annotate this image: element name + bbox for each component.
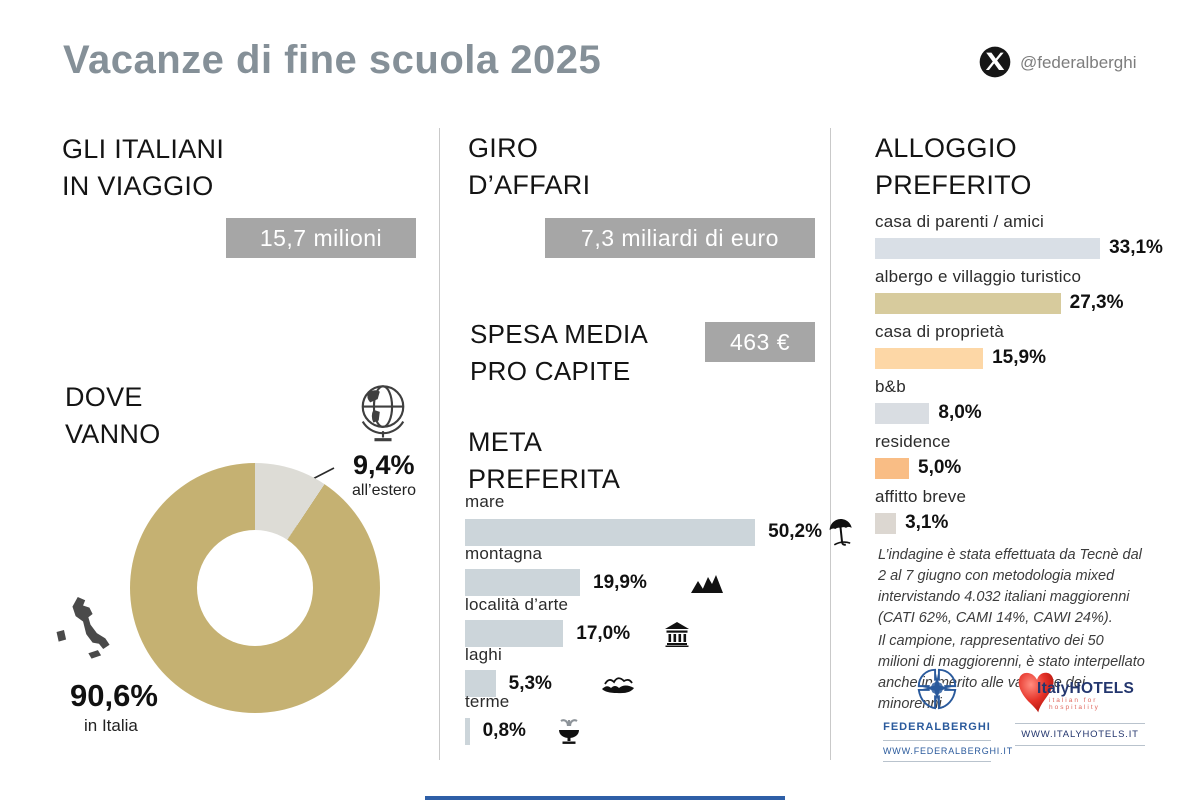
bar-label: casa di parenti / amici xyxy=(875,212,1045,231)
abroad-percentage: 9,4% xyxy=(353,450,415,480)
bar-value: 8,0% xyxy=(938,402,982,423)
museum-icon xyxy=(664,621,690,647)
business-value-box: 7,3 miliardi di euro xyxy=(545,218,815,258)
spend-value-box: 463 € xyxy=(705,322,815,362)
travelers-title: GLI ITALIANI IN VIAGGIO xyxy=(62,134,225,201)
footnote-para-1: L’indagine è stata effettuata da Tecnè d… xyxy=(878,547,1142,627)
thermal-fountain-icon xyxy=(556,717,582,745)
abroad-label: all’estero xyxy=(352,482,417,499)
lake-icon xyxy=(600,673,636,695)
italy-map-icon xyxy=(50,596,114,671)
bar-value: 5,0% xyxy=(918,457,962,478)
meta-row-montagna: montagna 19,9% xyxy=(465,544,723,596)
bar-value: 19,9% xyxy=(593,571,647,593)
italyhotels-heart-icon xyxy=(1015,668,1059,721)
bar-residence xyxy=(875,457,909,479)
bar-laghi xyxy=(465,670,496,697)
italyhotels-name: ItalyHOTELS xyxy=(1037,680,1135,697)
x-logo-icon xyxy=(979,46,1011,83)
travelers-value-box: 15,7 milioni xyxy=(226,218,416,258)
business-title: GIRO D’AFFARI xyxy=(468,133,591,200)
divider-left xyxy=(439,128,440,760)
bar-bb xyxy=(875,402,930,424)
lodging-title: ALLOGGIO PREFERITO xyxy=(875,133,1032,200)
italy-percentage: 90,6% xyxy=(70,678,158,713)
bar-label: montagna xyxy=(465,544,543,563)
bar-label: b&b xyxy=(875,377,906,396)
destination-title: META PREFERITA xyxy=(468,427,621,494)
meta-row-mare: mare 50,2% xyxy=(465,492,854,547)
donut-hole xyxy=(197,530,313,646)
bar-value: 0,8% xyxy=(482,720,526,741)
social-handle[interactable]: @federalberghi xyxy=(1020,53,1137,72)
spend-title: SPESA MEDIA PRO CAPITE xyxy=(470,319,649,386)
bottom-border-line xyxy=(425,796,785,800)
bar-casa-parenti xyxy=(875,237,1101,259)
bar-localita-arte xyxy=(465,620,564,647)
bar-label: laghi xyxy=(465,645,502,664)
bar-affitto-breve xyxy=(875,512,897,534)
donut-chart xyxy=(130,463,380,713)
bar-value: 27,3% xyxy=(1069,292,1124,313)
lodging-row-affitto: affitto breve 3,1% xyxy=(875,487,966,534)
italy-label: in Italia xyxy=(84,716,138,735)
lodging-row-albergo: albergo e villaggio turistico 27,3% xyxy=(875,267,1124,314)
lodging-row-proprieta: casa di proprietà 15,9% xyxy=(875,322,1046,369)
federalberghi-emblem-icon xyxy=(914,666,960,717)
meta-row-localita-arte: località d’arte 17,0% xyxy=(465,595,690,647)
divider-right xyxy=(830,128,831,760)
meta-row-laghi: laghi 5,3% xyxy=(465,645,636,697)
bar-value: 50,2% xyxy=(768,521,823,542)
page-title: Vacanze di fine scuola 2025 xyxy=(63,38,602,82)
mountains-icon xyxy=(690,572,723,594)
bar-label: casa di proprietà xyxy=(875,322,1005,341)
bar-label: mare xyxy=(465,492,505,511)
lodging-row-bb: b&b 8,0% xyxy=(875,377,982,424)
bar-value: 33,1% xyxy=(1109,237,1163,258)
bar-albergo xyxy=(875,292,1061,314)
bar-casa-proprieta xyxy=(875,347,984,369)
bar-value: 17,0% xyxy=(576,622,631,644)
lodging-row-residence: residence 5,0% xyxy=(875,432,961,479)
bar-label: località d’arte xyxy=(465,595,569,614)
bar-terme xyxy=(465,717,470,745)
italyhotels-tagline: italian for hospitality xyxy=(1049,697,1100,711)
beach-umbrella-icon xyxy=(828,517,854,547)
federalberghi-url[interactable]: WWW.FEDERALBERGHI.IT xyxy=(883,740,1012,762)
bar-label: affitto breve xyxy=(875,487,967,506)
bar-label: terme xyxy=(465,692,510,711)
italyhotels-url[interactable]: WWW.ITALYHOTELS.IT xyxy=(1015,723,1145,746)
lodging-row-parenti: casa di parenti / amici 33,1% xyxy=(875,212,1163,259)
where-title: DOVE VANNO xyxy=(65,382,161,449)
bar-mare xyxy=(465,518,756,546)
meta-row-terme: terme 0,8% xyxy=(465,692,582,745)
italyhotels-logo: ItalyHOTELS italian for hospitality WWW.… xyxy=(1015,668,1145,746)
bar-label: residence xyxy=(875,432,951,451)
federalberghi-name: FEDERALBERGHI xyxy=(883,721,991,733)
bar-montagna xyxy=(465,569,581,596)
bar-label: albergo e villaggio turistico xyxy=(875,267,1082,286)
globe-icon xyxy=(352,381,414,450)
bar-value: 5,3% xyxy=(508,672,552,694)
bar-value: 15,9% xyxy=(992,347,1046,368)
federalberghi-logo: FEDERALBERGHI WWW.FEDERALBERGHI.IT xyxy=(883,666,1012,762)
bar-value: 3,1% xyxy=(905,512,949,533)
